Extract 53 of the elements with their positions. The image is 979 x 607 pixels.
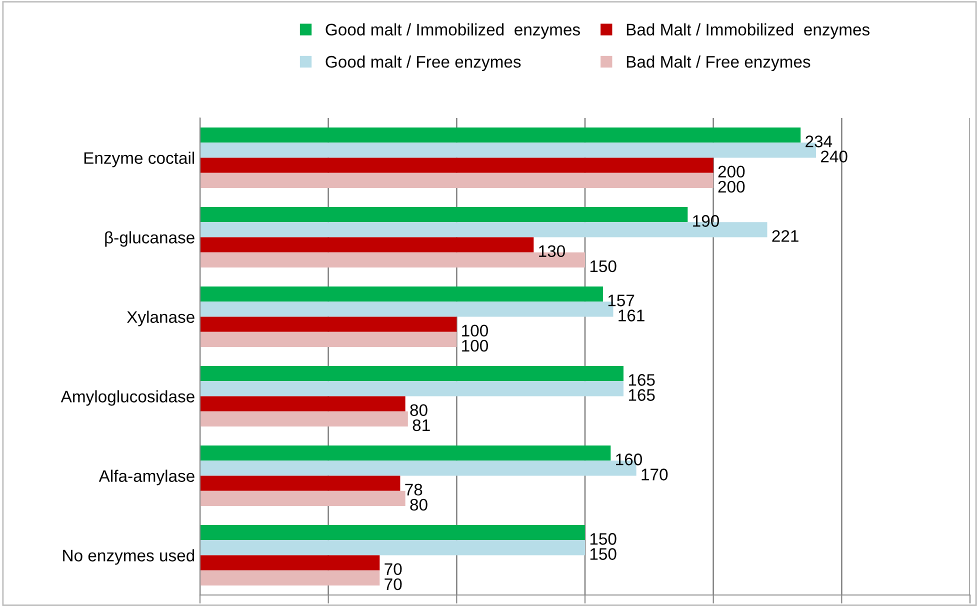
data-label: 150 [590, 533, 616, 545]
legend-label: Good malt / Immobilized enzymes [326, 23, 580, 39]
bar [200, 381, 624, 396]
data-label: 157 [608, 294, 634, 306]
legend-label: Good malt / Free enzymes [326, 55, 521, 72]
y-tick-label: Xylanase [126, 310, 194, 326]
data-label: 150 [590, 260, 616, 272]
data-label: 165 [628, 389, 655, 401]
data-label: 70 [384, 578, 402, 590]
data-label: 170 [642, 468, 668, 480]
data-label: 234 [806, 136, 832, 148]
data-label: 70 [384, 563, 402, 576]
bar [200, 158, 714, 173]
data-label: 150 [590, 548, 616, 560]
bar [200, 446, 611, 461]
bar [200, 540, 585, 556]
y-tick-label: Enzyme coctail [84, 152, 194, 168]
bar [200, 490, 406, 506]
y-tick-label: Amyloglucosidase [60, 390, 194, 406]
bar [200, 570, 380, 586]
legend-label: Bad Malt / Immobilized enzymes [626, 23, 870, 39]
bar [200, 555, 380, 570]
bar [200, 396, 406, 412]
bar [200, 525, 585, 540]
bar [200, 237, 534, 252]
data-label: 160 [616, 454, 642, 466]
data-label: 221 [772, 230, 798, 242]
data-label: 190 [693, 215, 719, 227]
bar [200, 476, 400, 491]
data-label: 200 [718, 180, 745, 193]
bar [200, 207, 688, 222]
data-label: 130 [539, 245, 565, 258]
data-label: 100 [462, 340, 488, 352]
data-label: 240 [821, 150, 848, 162]
data-label: 100 [462, 324, 488, 337]
bar [200, 128, 801, 143]
data-label: 80 [410, 404, 428, 416]
bar [200, 172, 714, 188]
data-label: 81 [412, 419, 430, 432]
bar [200, 286, 603, 302]
bar [200, 316, 457, 332]
data-label: 165 [628, 374, 655, 386]
data-label: 161 [618, 310, 644, 322]
y-tick-label: No enzymes used [63, 549, 194, 565]
y-tick-label: β-glucanase [105, 231, 194, 247]
bar [200, 332, 457, 347]
data-label: 78 [405, 484, 422, 496]
data-label: 80 [410, 498, 428, 511]
bar [200, 411, 408, 426]
legend-label: Bad Malt / Free enzymes [626, 55, 810, 72]
y-tick-label: Alfa-amylase [98, 470, 194, 486]
bar [200, 366, 624, 382]
data-label: 200 [718, 166, 745, 178]
